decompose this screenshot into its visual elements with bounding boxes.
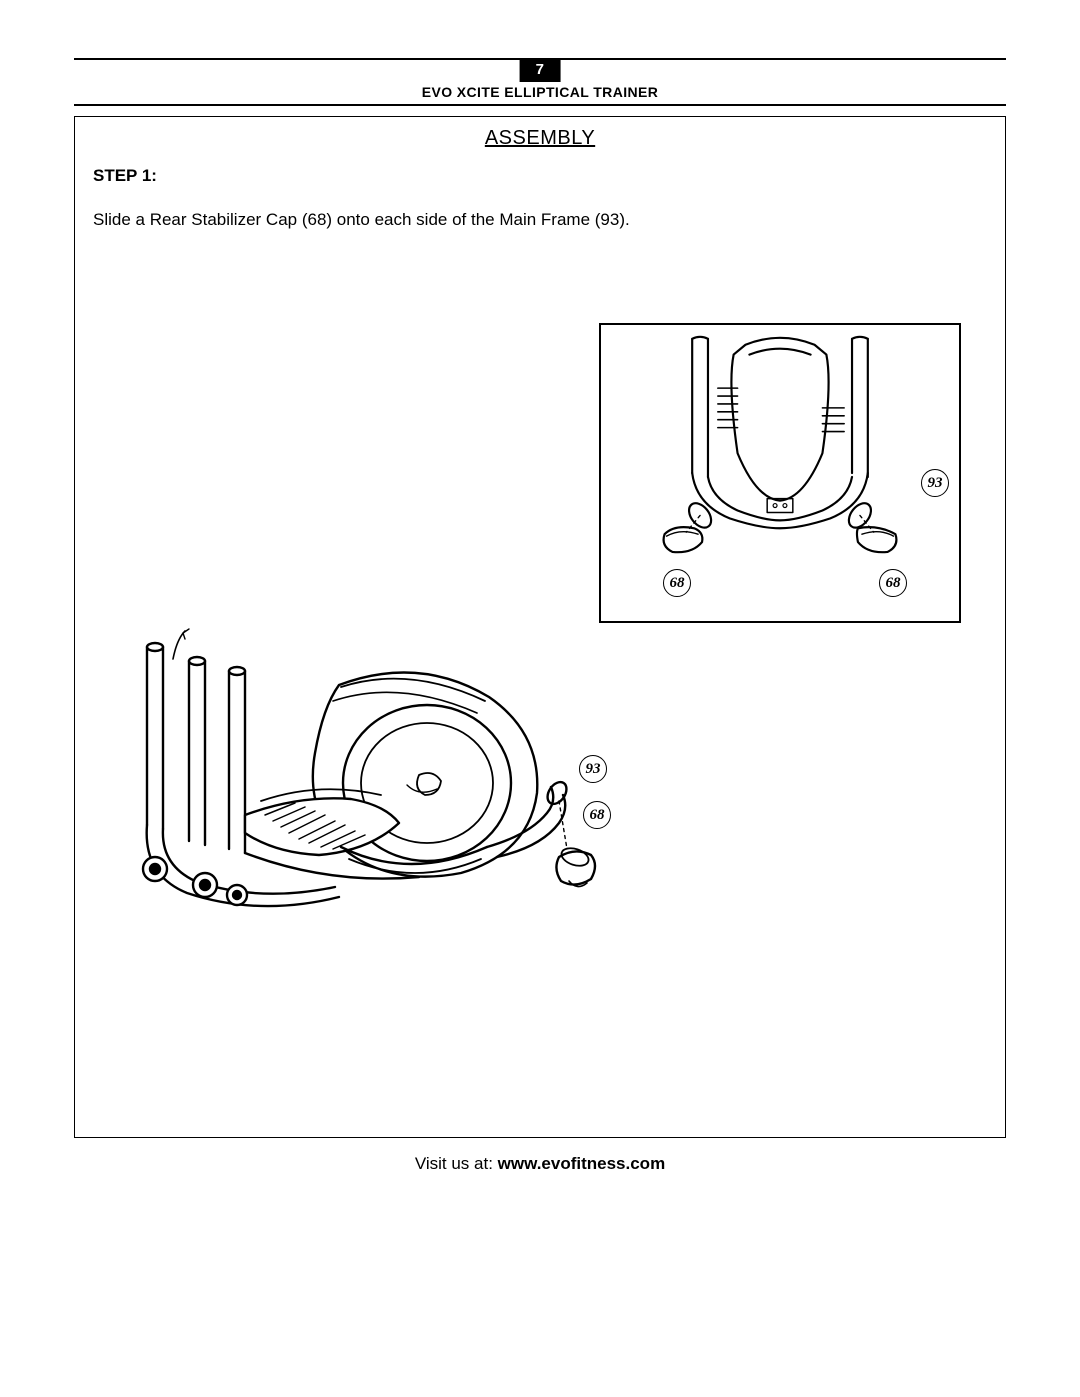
- header-rule-bottom: [74, 104, 1006, 106]
- step-label-text: STEP 1: [93, 166, 151, 185]
- header-rule-top: 7: [74, 58, 1006, 60]
- main-svg: [89, 625, 649, 935]
- callout-68-inset-right: 68: [879, 569, 907, 597]
- callout-93-inset: 93: [921, 469, 949, 497]
- callout-68-inset-left: 68: [663, 569, 691, 597]
- page-footer: Visit us at: www.evofitness.com: [0, 1154, 1080, 1174]
- product-title: EVO XCITE ELLIPTICAL TRAINER: [74, 84, 1006, 100]
- footer-prefix: Visit us at:: [415, 1154, 498, 1173]
- manual-page: 7 EVO XCITE ELLIPTICAL TRAINER ASSEMBLY …: [74, 58, 1006, 1138]
- assembly-main-diagram: 93 68: [89, 625, 649, 935]
- assembly-inset-diagram: 93 68 68: [599, 323, 961, 623]
- step-label-colon: :: [151, 166, 157, 185]
- content-frame: ASSEMBLY STEP 1: Slide a Rear Stabilizer…: [74, 116, 1006, 1138]
- page-number-badge: 7: [520, 58, 561, 82]
- footer-url: www.evofitness.com: [498, 1154, 666, 1173]
- step-label: STEP 1:: [93, 166, 987, 186]
- section-title: ASSEMBLY: [93, 127, 987, 150]
- callout-68-main: 68: [583, 801, 611, 829]
- step-instruction-text: Slide a Rear Stabilizer Cap (68) onto ea…: [93, 208, 987, 232]
- callout-93-main: 93: [579, 755, 607, 783]
